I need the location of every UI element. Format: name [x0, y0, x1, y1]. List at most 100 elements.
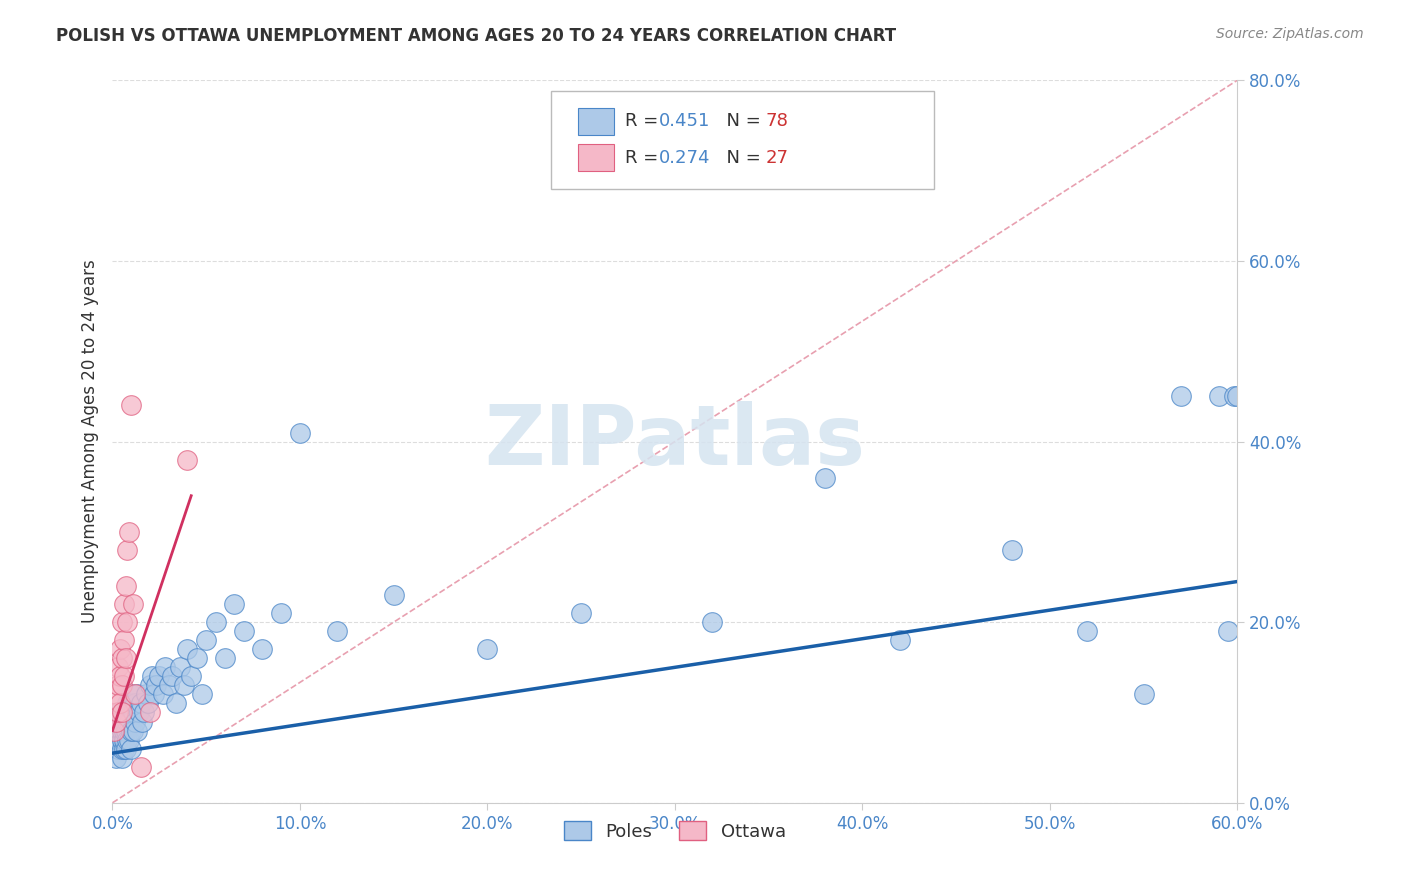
Point	[129, 760, 152, 774]
Point	[105, 714, 128, 729]
Point	[111, 615, 134, 630]
Point	[252, 642, 274, 657]
Point	[122, 723, 145, 738]
Text: R =: R =	[626, 112, 665, 130]
Point	[569, 606, 592, 620]
Point	[111, 651, 134, 665]
Point	[195, 633, 218, 648]
Point	[114, 741, 136, 756]
Point	[157, 678, 180, 692]
Point	[108, 642, 131, 657]
FancyBboxPatch shape	[578, 144, 614, 171]
Point	[152, 687, 174, 701]
Point	[108, 706, 131, 720]
FancyBboxPatch shape	[551, 91, 934, 189]
Point	[224, 597, 246, 611]
Point	[145, 678, 167, 692]
Point	[702, 615, 724, 630]
Point	[108, 697, 131, 711]
Point	[1132, 687, 1154, 701]
Text: R =: R =	[626, 149, 665, 167]
Point	[118, 714, 141, 729]
Point	[142, 687, 165, 701]
Point	[139, 678, 162, 692]
Point	[107, 678, 129, 692]
Point	[118, 732, 141, 747]
Point	[107, 732, 129, 747]
Point	[1001, 542, 1024, 557]
Point	[1216, 624, 1239, 639]
Point	[114, 706, 136, 720]
Point	[120, 398, 142, 412]
Point	[122, 706, 145, 720]
Point	[186, 651, 208, 665]
Legend: Poles, Ottawa: Poles, Ottawa	[557, 814, 793, 848]
Point	[117, 732, 139, 747]
Point	[124, 687, 146, 701]
Point	[111, 723, 134, 738]
Point	[112, 669, 135, 683]
Point	[125, 687, 148, 701]
Point	[114, 723, 136, 738]
Point	[105, 687, 128, 701]
Point	[111, 678, 134, 692]
Point	[124, 697, 146, 711]
Point	[176, 452, 198, 467]
Point	[120, 741, 142, 756]
Point	[326, 624, 349, 639]
Point	[114, 579, 136, 593]
Point	[288, 425, 311, 440]
Point	[107, 741, 129, 756]
Point	[134, 706, 156, 720]
Text: 78: 78	[766, 112, 789, 130]
Point	[1208, 389, 1230, 403]
Point	[112, 741, 135, 756]
Text: POLISH VS OTTAWA UNEMPLOYMENT AMONG AGES 20 TO 24 YEARS CORRELATION CHART: POLISH VS OTTAWA UNEMPLOYMENT AMONG AGES…	[56, 27, 897, 45]
Point	[1170, 389, 1192, 403]
Point	[129, 697, 152, 711]
Point	[111, 741, 134, 756]
Text: 27: 27	[766, 149, 789, 167]
Point	[1076, 624, 1098, 639]
Point	[107, 706, 129, 720]
Point	[122, 597, 145, 611]
Point	[108, 714, 131, 729]
Point	[112, 732, 135, 747]
Point	[114, 651, 136, 665]
Point	[124, 714, 146, 729]
Point	[214, 651, 236, 665]
Point	[117, 542, 139, 557]
Point	[112, 714, 135, 729]
Point	[141, 669, 163, 683]
Point	[148, 669, 170, 683]
Point	[112, 723, 135, 738]
Point	[103, 723, 125, 738]
Text: Source: ZipAtlas.com: Source: ZipAtlas.com	[1216, 27, 1364, 41]
Point	[111, 714, 134, 729]
Point	[232, 624, 254, 639]
Point	[270, 606, 292, 620]
Point	[107, 660, 129, 674]
Point	[165, 697, 187, 711]
Point	[128, 706, 150, 720]
Point	[105, 750, 128, 764]
Point	[108, 669, 131, 683]
Point	[117, 697, 139, 711]
Point	[120, 723, 142, 738]
FancyBboxPatch shape	[578, 108, 614, 136]
Text: N =: N =	[716, 149, 766, 167]
Point	[120, 687, 142, 701]
Point	[131, 714, 153, 729]
Point	[814, 471, 837, 485]
Point	[173, 678, 195, 692]
Text: 0.451: 0.451	[659, 112, 710, 130]
Point	[118, 524, 141, 539]
Point	[1222, 389, 1244, 403]
Text: N =: N =	[716, 112, 766, 130]
Point	[111, 706, 134, 720]
Point	[112, 597, 135, 611]
Point	[180, 669, 202, 683]
Point	[191, 687, 214, 701]
Point	[118, 697, 141, 711]
Point	[125, 723, 148, 738]
